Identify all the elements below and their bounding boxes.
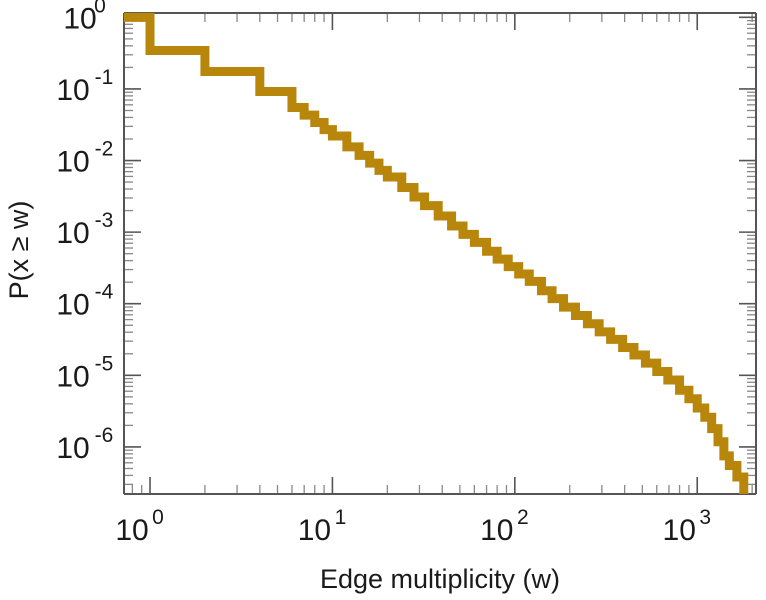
y-tick-exponent: -6 <box>95 424 114 447</box>
data-series-group <box>124 12 749 494</box>
x-tick-label: 10 3 <box>663 506 712 547</box>
x-axis-title: Edge multiplicity (w) <box>320 564 560 594</box>
x-tick-mantissa: 10 <box>480 514 513 547</box>
x-tick-labels: 10 0 10 1 10 2 10 3 <box>115 506 711 547</box>
y-tick-label: 10 -3 <box>56 209 113 250</box>
y-tick-label: 10 -1 <box>56 66 113 107</box>
y-tick-mantissa: 10 <box>56 74 89 107</box>
y-tick-mantissa: 10 <box>56 289 89 322</box>
x-tick-mantissa: 10 <box>115 514 148 547</box>
x-tick-exponent: 2 <box>517 506 529 529</box>
y-tick-exponent: -5 <box>95 352 114 375</box>
y-tick-label: 10 -6 <box>56 424 113 465</box>
y-tick-exponent: -1 <box>95 66 114 89</box>
x-tick-mantissa: 10 <box>298 514 331 547</box>
x-tick-label: 10 0 <box>115 506 164 547</box>
y-tick-exponent: -3 <box>95 209 114 232</box>
x-tick-exponent: 1 <box>335 506 347 529</box>
minor-ticks <box>124 13 756 494</box>
y-tick-label: 10 -2 <box>56 138 113 179</box>
x-tick-label: 10 1 <box>298 506 347 547</box>
plot-frame <box>123 12 757 495</box>
y-tick-exponent: -4 <box>95 281 114 304</box>
y-tick-label: 10 -4 <box>56 281 113 322</box>
x-tick-label: 10 2 <box>480 506 529 547</box>
y-tick-mantissa: 10 <box>56 432 89 465</box>
x-tick-exponent: 3 <box>699 506 711 529</box>
ccdf-curve <box>124 12 749 494</box>
y-tick-exponent: -2 <box>95 138 114 161</box>
y-tick-label: 100 <box>63 0 106 35</box>
major-ticks <box>124 13 756 494</box>
y-tick-exponent: 0 <box>94 0 106 17</box>
y-tick-label: 10 -5 <box>56 352 113 393</box>
y-tick-mantissa: 10 <box>56 146 89 179</box>
y-tick-mantissa: 10 <box>56 217 89 250</box>
x-tick-mantissa: 10 <box>663 514 696 547</box>
y-axis-title: P(x ≥ w) <box>4 201 34 300</box>
x-tick-exponent: 0 <box>152 506 164 529</box>
y-tick-mantissa: 10 <box>63 2 96 35</box>
y-tick-mantissa: 10 <box>56 360 89 393</box>
